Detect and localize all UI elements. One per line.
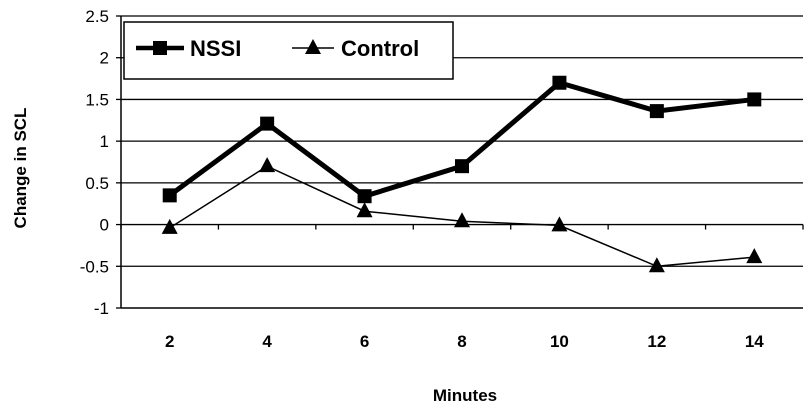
legend-box <box>123 21 454 80</box>
data-point-control <box>356 202 373 218</box>
data-point-control <box>161 218 178 234</box>
data-point-nssi <box>649 104 664 119</box>
data-point-control <box>648 257 665 273</box>
x-axis-title: Minutes <box>433 386 497 405</box>
x-tick-label: 12 <box>647 332 666 351</box>
data-point-nssi <box>162 188 177 203</box>
x-tick-label: 14 <box>745 332 764 351</box>
legend-nssi-label: NSSI <box>190 36 241 61</box>
x-tick-labels: 2 4 6 8 10 12 14 <box>165 332 764 351</box>
data-point-control <box>551 216 568 232</box>
x-tick-label: 4 <box>262 332 272 351</box>
y-tick-labels: -1 -0.5 0 0.5 1 1.5 2 2.5 <box>80 7 109 318</box>
data-point-nssi <box>357 189 372 204</box>
y-tick-label: -0.5 <box>80 257 109 276</box>
legend-item-nssi: NSSI <box>136 36 241 61</box>
axes <box>116 15 804 309</box>
y-tick-label: -1 <box>94 299 109 318</box>
y-tick-label: 0 <box>100 216 109 235</box>
y-axis-title: Change in SCL <box>11 108 30 229</box>
y-tick-label: 2.5 <box>85 7 109 26</box>
legend: NSSI Control <box>123 21 454 80</box>
legend-item-control: Control <box>292 36 419 61</box>
data-point-nssi <box>455 159 469 174</box>
y-tick-label: 1 <box>100 132 109 151</box>
legend-control-label: Control <box>341 36 419 61</box>
y-tick-label: 1.5 <box>85 90 109 109</box>
x-tick-label: 2 <box>165 332 174 351</box>
x-tick-label: 6 <box>360 332 369 351</box>
x-tick-label: 8 <box>457 332 466 351</box>
data-point-nssi <box>552 75 567 90</box>
legend-nssi-square-marker <box>153 41 167 55</box>
x-tick-label: 10 <box>550 332 569 351</box>
series-lines <box>161 75 763 273</box>
legend-control-triangle-marker <box>305 39 321 54</box>
y-tick-label: 2 <box>100 49 109 68</box>
data-point-control <box>746 248 763 264</box>
data-point-control <box>259 157 276 173</box>
y-tick-label: 0.5 <box>85 174 109 193</box>
data-point-nssi <box>747 92 762 107</box>
data-point-nssi <box>260 116 275 131</box>
data-point-control <box>454 212 470 228</box>
